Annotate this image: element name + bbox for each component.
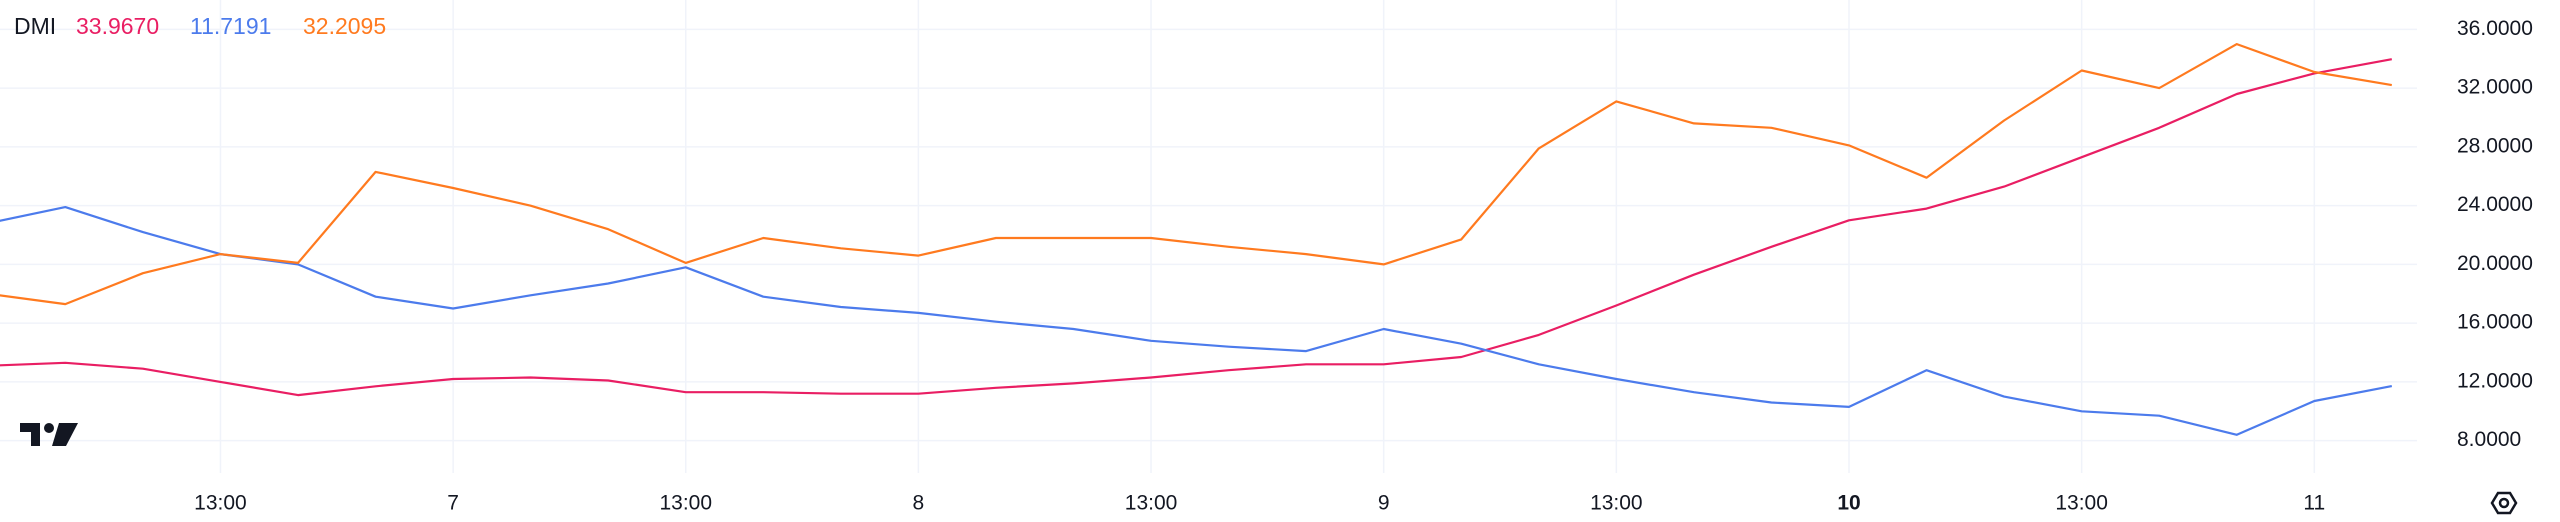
grid (0, 0, 2417, 473)
y-tick-label: 32.0000 (2457, 76, 2533, 99)
y-tick-label: 28.0000 (2457, 134, 2533, 157)
legend-value: 32.2095 (303, 13, 386, 39)
y-tick-label: 36.0000 (2457, 17, 2533, 40)
x-tick-label: 11 (2303, 492, 2325, 515)
legend-value: 11.7191 (190, 13, 271, 39)
dmi-line (0, 206, 2393, 436)
dmi-line (0, 43, 2392, 306)
x-tick-label: 9 (1378, 492, 1390, 515)
x-tick-label: 8 (913, 492, 925, 515)
x-tick-label: 10 (1837, 492, 1860, 515)
x-tick-label: 7 (447, 492, 459, 515)
y-tick-label: 8.0000 (2457, 428, 2521, 451)
y-tick-label: 20.0000 (2457, 252, 2533, 275)
y-tick-label: 24.0000 (2457, 193, 2533, 216)
y-tick-label: 16.0000 (2457, 311, 2533, 334)
dmi-line (0, 58, 2392, 397)
x-tick-label: 13:00 (1590, 492, 1643, 515)
x-tick-label: 13:00 (194, 492, 247, 515)
legend-title: DMI (14, 13, 56, 39)
legend-value: 33.9670 (76, 13, 159, 39)
settings-icon[interactable] (2490, 491, 2518, 515)
legend: DMI 33.9670 11.7191 32.2095 (14, 13, 386, 39)
x-tick-label: 13:00 (2055, 492, 2108, 515)
tradingview-logo (20, 423, 78, 446)
y-tick-label: 12.0000 (2457, 369, 2533, 392)
x-tick-label: 13:00 (1125, 492, 1178, 515)
x-tick-label: 13:00 (659, 492, 712, 515)
series-lines (0, 43, 2393, 436)
